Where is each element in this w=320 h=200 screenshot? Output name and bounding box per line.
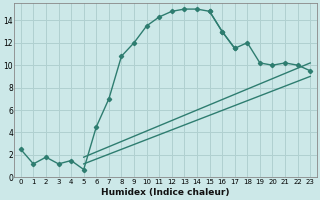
X-axis label: Humidex (Indice chaleur): Humidex (Indice chaleur) — [101, 188, 230, 197]
